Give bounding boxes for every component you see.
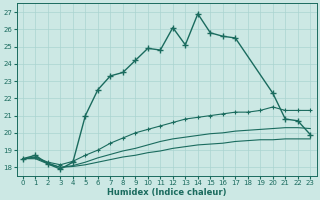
X-axis label: Humidex (Indice chaleur): Humidex (Indice chaleur): [107, 188, 226, 197]
